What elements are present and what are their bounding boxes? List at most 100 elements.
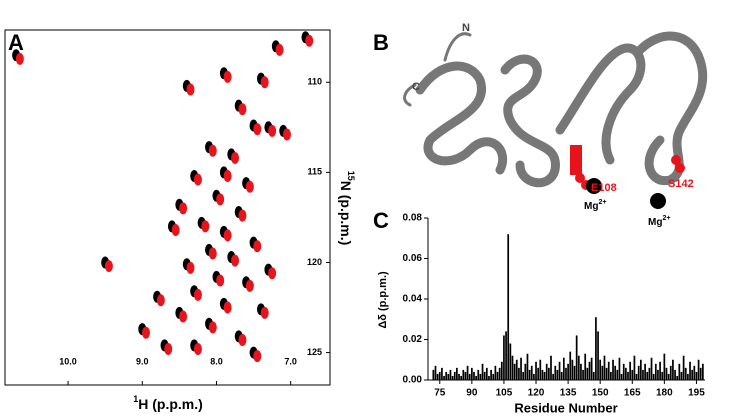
bar	[663, 353, 666, 380]
atom	[671, 155, 681, 165]
bar	[473, 371, 475, 380]
ion: Mg	[584, 201, 598, 212]
bar	[588, 361, 591, 380]
bar	[539, 359, 542, 380]
bar	[451, 375, 454, 380]
bar	[571, 359, 574, 380]
bar	[494, 365, 497, 380]
bar	[515, 359, 518, 380]
bar	[488, 375, 490, 380]
bar	[547, 367, 550, 380]
bar	[702, 363, 704, 380]
bar	[575, 335, 578, 380]
bar	[530, 365, 533, 380]
peak	[179, 310, 188, 323]
site-spheres	[570, 145, 685, 190]
peak	[156, 294, 165, 307]
x-tick-label: 135	[560, 388, 577, 399]
bar	[607, 361, 610, 380]
peak	[141, 326, 150, 339]
bar	[646, 371, 649, 380]
peak	[245, 279, 254, 292]
bar	[537, 367, 540, 380]
bar	[599, 359, 602, 380]
bar	[648, 367, 651, 380]
y-tick-label: 120	[307, 257, 322, 267]
peak	[223, 229, 232, 242]
x-tick-label: 75	[434, 388, 446, 399]
y-axis-label: 15N (p.p.m.)	[338, 171, 355, 246]
y-tick-label: 0.02	[403, 334, 423, 345]
bar	[687, 373, 689, 380]
hsqc-frame	[4, 29, 331, 386]
bar	[618, 357, 621, 380]
peak	[238, 209, 247, 222]
bar	[500, 361, 503, 380]
peak	[104, 260, 113, 273]
peak	[208, 247, 217, 260]
x-tick-label: 165	[624, 388, 641, 399]
residue-label: S142	[668, 178, 694, 190]
peak	[193, 342, 202, 355]
bar	[558, 361, 561, 380]
panel-label: C	[373, 208, 389, 233]
bar	[490, 369, 492, 380]
c-terminus: C	[412, 81, 420, 93]
label: H (p.p.m.)	[138, 396, 203, 412]
site-helix	[570, 145, 582, 175]
bar	[552, 373, 554, 380]
x-tick-label: 90	[466, 388, 478, 399]
bar	[601, 365, 604, 380]
bar	[642, 369, 644, 380]
bar	[644, 363, 646, 380]
peak	[253, 350, 262, 363]
y-tick-label: 125	[307, 347, 322, 357]
mg-ion	[650, 193, 666, 209]
peak	[253, 240, 262, 253]
bar	[458, 373, 460, 380]
bar	[432, 369, 435, 380]
peak	[282, 128, 291, 141]
bar	[650, 357, 653, 380]
bar	[562, 357, 565, 380]
bar	[605, 367, 608, 380]
bar	[496, 371, 499, 380]
bar	[665, 367, 668, 380]
bar	[522, 371, 525, 380]
bar	[667, 373, 670, 380]
ion-label: Mg2+	[648, 215, 670, 228]
bar	[693, 365, 696, 380]
peak	[193, 288, 202, 301]
bar	[684, 367, 687, 380]
peak	[193, 173, 202, 186]
peak	[223, 169, 232, 182]
peak	[201, 220, 210, 233]
x-tick-label: 195	[688, 388, 705, 399]
bar	[554, 365, 557, 380]
peak	[275, 43, 284, 56]
bar	[639, 359, 642, 380]
bar	[505, 331, 507, 380]
bar	[560, 371, 563, 380]
peak	[15, 52, 24, 65]
peak	[231, 151, 240, 164]
bar	[567, 363, 569, 380]
x-tick-label: 8.0	[210, 356, 223, 366]
bar	[620, 373, 623, 380]
peak	[238, 333, 247, 346]
sup: 1	[133, 394, 138, 404]
bar	[470, 367, 473, 380]
bar	[569, 351, 572, 380]
bar	[625, 367, 627, 380]
bar	[513, 363, 516, 380]
sup: 15	[346, 171, 356, 181]
bar	[443, 375, 445, 380]
y-tick-label: 0.06	[403, 253, 423, 264]
peak	[268, 267, 277, 280]
bar	[503, 335, 505, 380]
peak	[253, 123, 262, 136]
bar	[498, 367, 501, 380]
bar	[676, 375, 679, 380]
bar	[535, 361, 537, 380]
